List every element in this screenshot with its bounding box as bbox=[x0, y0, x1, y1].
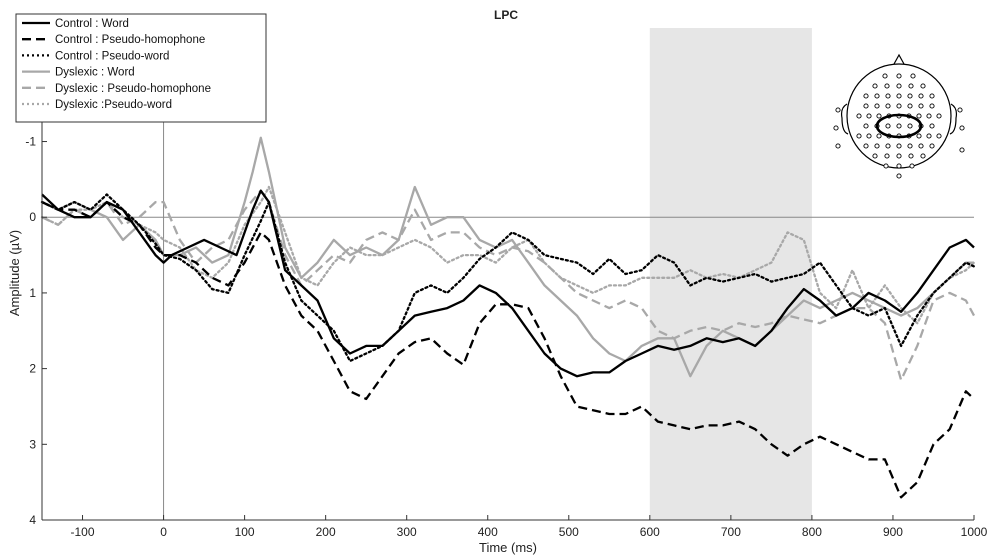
electrode-dot bbox=[863, 103, 869, 109]
series-line-dyslexic-pseudo-word bbox=[40, 185, 976, 325]
electrode-dot bbox=[876, 133, 882, 139]
x-tick-label: 600 bbox=[640, 525, 660, 539]
series-line-control-pseudo-homophone bbox=[41, 200, 975, 499]
x-tick-label: 100 bbox=[235, 525, 255, 539]
x-tick-label: 1000 bbox=[961, 525, 988, 539]
electrode-dot bbox=[920, 83, 926, 89]
electrode-dot bbox=[885, 123, 891, 129]
electrode-dot bbox=[874, 143, 880, 149]
electrode-dot bbox=[884, 153, 890, 159]
series-line-dyslexic-pseudo-homophone bbox=[41, 189, 976, 382]
x-tick-label: 900 bbox=[883, 525, 903, 539]
electrode-dot bbox=[929, 143, 935, 149]
legend-label: Control : Word bbox=[55, 18, 129, 30]
electrode-dot bbox=[907, 123, 913, 129]
x-tick-label: 500 bbox=[559, 525, 579, 539]
legend-label: Dyslexic :Pseudo-word bbox=[55, 99, 172, 111]
x-tick-label: 700 bbox=[721, 525, 741, 539]
electrode-dot bbox=[920, 153, 926, 159]
electrode-dot bbox=[863, 143, 869, 149]
electrode-dot bbox=[908, 153, 914, 159]
electrode-dot bbox=[908, 83, 914, 89]
electrode-dot bbox=[918, 143, 924, 149]
electrode-dot bbox=[909, 163, 915, 169]
y-tick-label: 4 bbox=[29, 513, 36, 527]
chart-title: LPC bbox=[494, 8, 518, 22]
electrode-dot bbox=[833, 125, 839, 131]
x-tick-label: 0 bbox=[160, 525, 167, 539]
electrode-dot bbox=[959, 125, 965, 131]
electrode-dot bbox=[936, 133, 942, 139]
electrode-dot bbox=[910, 73, 916, 79]
electrode-dot bbox=[896, 153, 902, 159]
y-axis-title: Amplitude (µV) bbox=[7, 230, 22, 316]
y-tick-label: 1 bbox=[29, 286, 36, 300]
electrode-dot bbox=[835, 143, 841, 149]
electrode-dot bbox=[896, 93, 902, 99]
x-tick-label: 300 bbox=[397, 525, 417, 539]
electrode-dot bbox=[896, 73, 902, 79]
x-tick-label: 800 bbox=[802, 525, 822, 539]
legend-label: Control : Pseudo-word bbox=[55, 50, 169, 62]
electrode-dot bbox=[896, 143, 902, 149]
electrode-dot bbox=[876, 113, 882, 119]
electrode-dot bbox=[929, 123, 935, 129]
electrode-dot bbox=[907, 143, 913, 149]
electrode-dot bbox=[883, 163, 889, 169]
legend: Control : Word Control : Pseudo-homophone… bbox=[15, 13, 267, 123]
electrode-dot bbox=[856, 133, 862, 139]
series-line-control-pseudo-word bbox=[40, 193, 976, 363]
electrode-dot bbox=[885, 103, 891, 109]
x-tick-label: 400 bbox=[478, 525, 498, 539]
y-tick-label: 3 bbox=[29, 437, 36, 451]
electrode-dot bbox=[885, 143, 891, 149]
electrode-dot bbox=[866, 133, 872, 139]
legend-label: Dyslexic : Pseudo-homophone bbox=[55, 83, 211, 95]
electrode-dot bbox=[907, 103, 913, 109]
electrode-dot bbox=[885, 93, 891, 99]
electrode-dot bbox=[926, 133, 932, 139]
electrode-dot bbox=[896, 173, 902, 179]
electrode-dot bbox=[959, 147, 965, 153]
electrode-dot bbox=[918, 103, 924, 109]
electrode-dot bbox=[957, 107, 963, 113]
electrode-dot bbox=[863, 93, 869, 99]
series-lines bbox=[40, 136, 976, 499]
electrode-dot bbox=[874, 103, 880, 109]
electrode-dot bbox=[882, 73, 888, 79]
electrode-dot bbox=[896, 103, 902, 109]
electrode-dot bbox=[926, 113, 932, 119]
electrode-dot bbox=[835, 107, 841, 113]
x-tick-label: 200 bbox=[316, 525, 336, 539]
electrode-dot bbox=[884, 83, 890, 89]
legend-label: Dyslexic : Word bbox=[55, 67, 135, 79]
scalp-electrode-map-icon bbox=[833, 53, 965, 179]
x-axis-ticks: -100 0 100 200 300 400 500 600 700 800 900 1000 bbox=[71, 515, 988, 539]
electrode-dot bbox=[918, 93, 924, 99]
x-tick-label: -100 bbox=[71, 525, 95, 539]
series-line-control-word bbox=[41, 189, 975, 378]
y-tick-label: 2 bbox=[29, 362, 36, 376]
electrode-dot bbox=[916, 113, 922, 119]
electrode-dot bbox=[872, 153, 878, 159]
electrode-dot bbox=[866, 113, 872, 119]
electrode-dot bbox=[856, 113, 862, 119]
electrode-dot bbox=[936, 113, 942, 119]
x-axis-title: Time (ms) bbox=[479, 540, 537, 555]
electrode-dot bbox=[896, 123, 902, 129]
electrode-dot bbox=[874, 93, 880, 99]
electrode-dot bbox=[896, 83, 902, 89]
shaded-time-window bbox=[649, 28, 812, 520]
electrode-dot bbox=[929, 103, 935, 109]
electrode-dot bbox=[896, 163, 902, 169]
y-tick-label: -1 bbox=[25, 135, 36, 149]
electrode-dot bbox=[916, 133, 922, 139]
electrode-dot bbox=[907, 93, 913, 99]
electrode-dot bbox=[929, 93, 935, 99]
y-tick-label: 0 bbox=[29, 210, 36, 224]
legend-label: Control : Pseudo-homophone bbox=[55, 34, 205, 46]
electrode-dot bbox=[863, 123, 869, 129]
electrode-dot bbox=[872, 83, 878, 89]
